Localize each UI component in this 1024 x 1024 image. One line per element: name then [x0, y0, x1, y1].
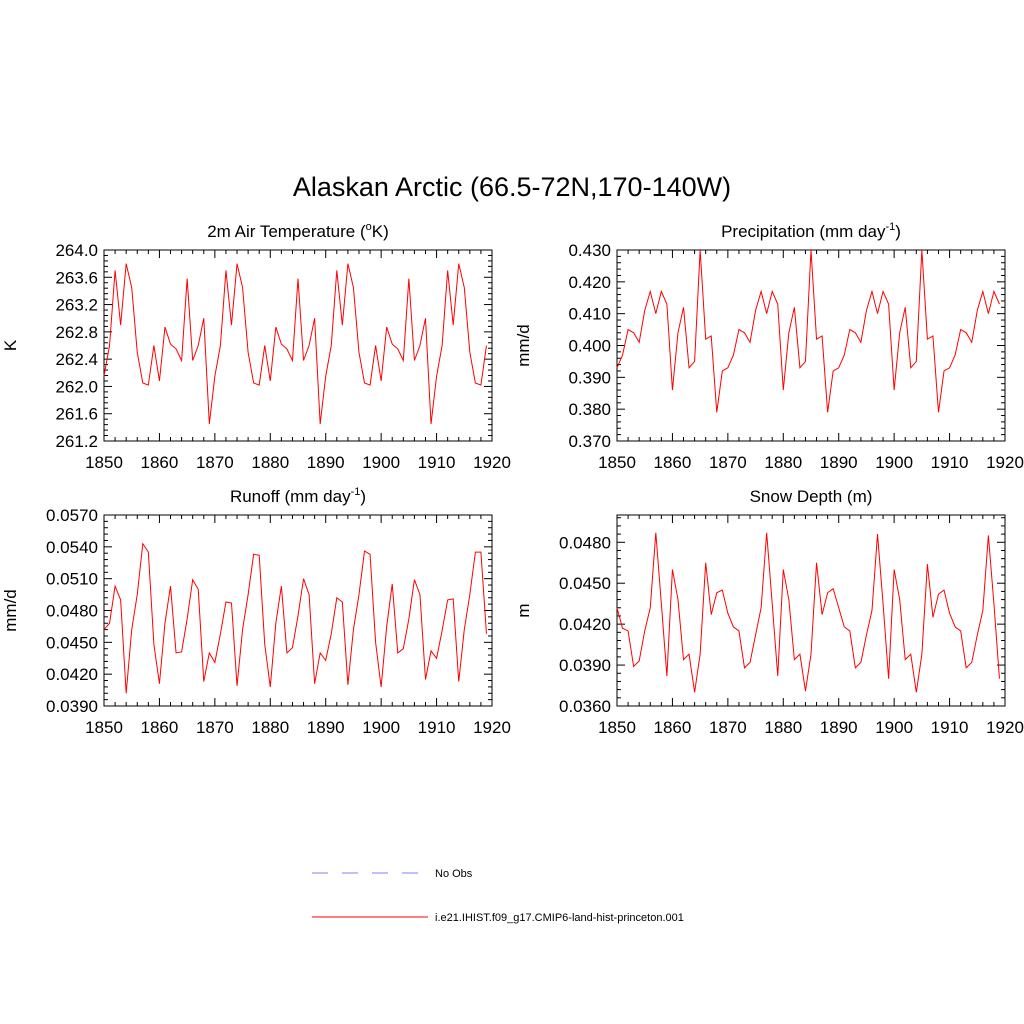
x-tick-label: 1920 — [986, 718, 1024, 737]
panel-title-main: Precipitation (mm day — [721, 222, 886, 241]
y-tick-label: 262.0 — [55, 377, 98, 396]
y-tick-label: 264.0 — [55, 241, 98, 260]
y-tick-label: 0.0480 — [559, 533, 611, 552]
panel-precipitation: Precipitation (mm day-1) mm/d 1850 1860 1870… — [514, 221, 1024, 472]
x-tick-label: 1910 — [418, 718, 456, 737]
x-tick-label: 1920 — [473, 453, 511, 472]
panel-title-main: Runoff (mm day — [230, 487, 351, 506]
y-tick-label: 0.0510 — [46, 570, 98, 589]
panel-title-main: 2m Air Temperature ( — [207, 222, 366, 241]
panel-temperature: 2m Air Temperature (oK) K 1850 1860 1870 1880… — [1, 221, 511, 472]
panel-title: 2m Air Temperature (oK) — [207, 221, 389, 241]
y-axis-label: m — [514, 603, 533, 617]
y-tick-label: 0.0450 — [46, 633, 98, 652]
y-tick-label: 261.6 — [55, 405, 98, 424]
panel-title: Runoff (mm day-1) — [230, 486, 366, 506]
plot-frame — [616, 514, 1006, 707]
x-tick-label: 1900 — [362, 718, 400, 737]
x-tick-label: 1880 — [251, 453, 289, 472]
panel-title-superscript: o — [366, 221, 372, 233]
x-tick-label: 1900 — [362, 453, 400, 472]
y-tick-label: 0.420 — [568, 273, 611, 292]
panels-group: 2m Air Temperature (oK) K 1850 1860 1870 1880… — [1, 221, 1024, 737]
x-tick-label: 1910 — [418, 453, 456, 472]
y-tick-label: 0.390 — [568, 368, 611, 387]
x-tick-label: 1880 — [764, 453, 802, 472]
y-tick-label: 0.430 — [568, 241, 611, 260]
plot-frame — [616, 249, 1006, 442]
x-tick-label: 1880 — [251, 718, 289, 737]
x-tick-label: 1860 — [141, 718, 179, 737]
y-tick-label: 261.2 — [55, 432, 98, 451]
x-tick-label: 1890 — [820, 718, 858, 737]
x-tick-label: 1900 — [875, 453, 913, 472]
y-tick-label: 263.2 — [55, 296, 98, 315]
series-line-precipitation — [616, 249, 1000, 413]
y-tick-label: 0.0390 — [559, 656, 611, 675]
panel-snow-depth: Snow Depth (m) m 1850 1860 1870 1880 1890 1900 1… — [514, 487, 1024, 737]
y-tick-label: 0.410 — [568, 305, 611, 324]
x-tick-label: 1900 — [875, 718, 913, 737]
x-tick-label: 1850 — [85, 453, 123, 472]
y-tick-label: 0.0390 — [46, 697, 98, 716]
y-tick-label: 0.0450 — [559, 574, 611, 593]
x-tick-label: 1870 — [196, 718, 234, 737]
panel-title: Snow Depth (m) — [750, 487, 873, 506]
figure-title: Alaskan Arctic (66.5-72N,170-140W) — [293, 172, 731, 202]
y-axis-label: mm/d — [514, 324, 533, 367]
x-tick-label: 1860 — [654, 718, 692, 737]
y-tick-label: 0.0570 — [46, 506, 98, 525]
panel-title-tail: ) — [895, 222, 901, 241]
panel-runoff: Runoff (mm day-1) mm/d 1850 1860 1870 1880 189… — [1, 486, 511, 737]
x-tick-label: 1870 — [709, 718, 747, 737]
y-tick-label: 0.370 — [568, 432, 611, 451]
x-tick-label: 1860 — [141, 453, 179, 472]
x-tick-label: 1910 — [931, 718, 969, 737]
series-line-temperature — [103, 263, 487, 425]
x-tick-label: 1880 — [764, 718, 802, 737]
x-tick-label: 1870 — [709, 453, 747, 472]
panel-title-tail: K) — [372, 222, 389, 241]
x-tick-label: 1850 — [598, 718, 636, 737]
plot-frame — [103, 249, 493, 442]
x-tick-label: 1890 — [820, 453, 858, 472]
panel-title-superscript: -1 — [351, 486, 361, 498]
x-tick-label: 1920 — [473, 718, 511, 737]
y-tick-label: 0.380 — [568, 400, 611, 419]
x-tick-label: 1910 — [931, 453, 969, 472]
panel-title-superscript: -1 — [885, 221, 895, 233]
y-axis-label: mm/d — [1, 589, 20, 632]
y-tick-label: 0.0420 — [46, 665, 98, 684]
y-axis-label: K — [1, 339, 20, 351]
x-tick-label: 1920 — [986, 453, 1024, 472]
y-tick-label: 262.8 — [55, 323, 98, 342]
x-tick-label: 1890 — [307, 718, 345, 737]
series-line-runoff — [103, 542, 487, 694]
legend-label-model: i.e21.IHIST.f09_g17.CMIP6-land-hist-prin… — [435, 912, 684, 924]
series-line-snow-depth — [616, 532, 1000, 693]
y-tick-label: 0.0480 — [46, 602, 98, 621]
y-tick-label: 0.0420 — [559, 615, 611, 634]
x-tick-label: 1870 — [196, 453, 234, 472]
x-tick-label: 1850 — [598, 453, 636, 472]
x-tick-label: 1890 — [307, 453, 345, 472]
panel-title-main: Snow Depth (m) — [750, 487, 873, 506]
panel-title-tail: ) — [360, 487, 366, 506]
y-tick-label: 0.400 — [568, 337, 611, 356]
panel-title: Precipitation (mm day-1) — [721, 221, 901, 241]
plot-frame — [103, 514, 493, 707]
y-tick-label: 0.0360 — [559, 697, 611, 716]
y-tick-label: 262.4 — [55, 350, 98, 369]
x-tick-label: 1860 — [654, 453, 692, 472]
y-tick-label: 0.0540 — [46, 538, 98, 557]
x-tick-label: 1850 — [85, 718, 123, 737]
legend-label-no-obs: No Obs — [435, 868, 473, 880]
y-tick-label: 263.6 — [55, 268, 98, 287]
legend: No Obs i.e21.IHIST.f09_g17.CMIP6-land-hi… — [312, 868, 684, 924]
